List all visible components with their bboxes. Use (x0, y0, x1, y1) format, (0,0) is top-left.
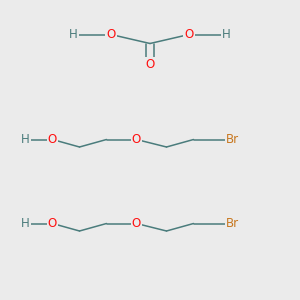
Text: H: H (21, 217, 30, 230)
Text: Br: Br (226, 133, 239, 146)
Text: H: H (69, 28, 78, 41)
Text: O: O (48, 217, 57, 230)
Text: H: H (21, 133, 30, 146)
Text: O: O (184, 28, 194, 41)
Text: H: H (222, 28, 231, 41)
Text: O: O (132, 133, 141, 146)
Text: O: O (106, 28, 116, 41)
Text: O: O (146, 58, 154, 71)
Text: Br: Br (226, 217, 239, 230)
Text: O: O (48, 133, 57, 146)
Text: O: O (132, 217, 141, 230)
